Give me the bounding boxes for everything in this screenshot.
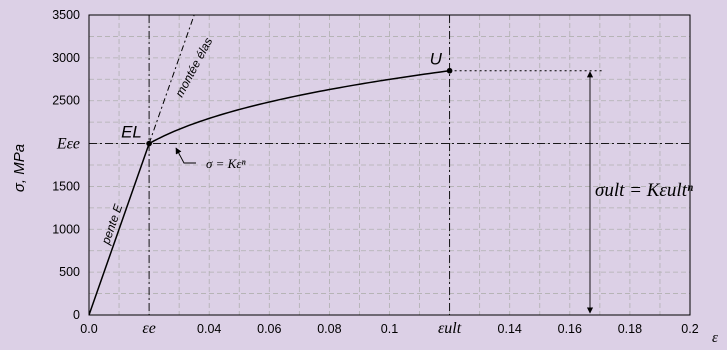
x-tick-label: 0.18 — [618, 322, 642, 336]
x-tick-labels: 0.0 εe 0.04 0.06 0.08 0.1 εult 0.14 0.16 0.18 0.2 — [80, 320, 698, 337]
x-axis-label: ε — [712, 330, 718, 345]
x-tick-label: 0.04 — [197, 322, 221, 336]
y-tick-label: Eεe — [56, 136, 80, 153]
y-tick-label: 2500 — [52, 94, 80, 108]
plot-border — [88, 14, 691, 316]
x-tick-label: 0.16 — [558, 322, 582, 336]
y-tick-label: 1000 — [52, 222, 80, 236]
y-tick-labels: 0 500 1000 1500 Eεe 2500 3000 3500 — [52, 8, 80, 322]
y-tick-label: 1500 — [52, 179, 80, 193]
point-label-el: EL — [121, 123, 142, 142]
point-marker-u — [446, 67, 453, 74]
point-layer: EL U — [121, 50, 453, 147]
y-axis-label: σ, MPa — [11, 144, 28, 192]
y-tick-label: 3500 — [52, 8, 80, 22]
x-tick-label: 0.06 — [257, 322, 281, 336]
y-tick-label: 500 — [59, 265, 80, 279]
x-tick-label: 0.14 — [498, 322, 522, 336]
series-elastic — [89, 143, 150, 315]
ultimate-law-label: σult = Kεultⁿ — [595, 180, 693, 201]
x-tick-label: 0.08 — [317, 322, 341, 336]
x-tick-label: 0.0 — [80, 322, 97, 336]
y-tick-label: 3000 — [52, 51, 80, 65]
plastic-law-label: σ = Kεⁿ — [206, 156, 246, 171]
plastic-law-pointer — [175, 147, 196, 164]
series-layer — [89, 15, 450, 315]
x-tick-label: 0.1 — [381, 322, 398, 336]
series-elastic-extension — [148, 15, 195, 144]
x-tick-label: εult — [438, 320, 462, 337]
series-plastic — [148, 69, 450, 145]
x-tick-label: 0.2 — [681, 322, 698, 336]
point-label-u: U — [430, 50, 443, 69]
y-tick-label: 0 — [73, 308, 80, 322]
x-tick-label: εe — [142, 320, 155, 337]
point-marker-el — [146, 140, 152, 147]
